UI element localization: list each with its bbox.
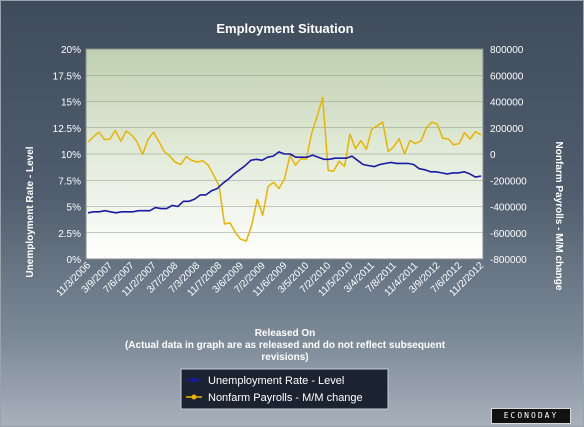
y-right-tick-label: 600000 bbox=[490, 71, 524, 82]
x-axis-label-note: (Actual data in graph are as released an… bbox=[125, 340, 446, 351]
legend-entry: Unemployment Rate - Level bbox=[208, 375, 344, 387]
legend-entry: Nonfarm Payrolls - M/M change bbox=[208, 392, 363, 404]
y-right-tick-label: 0 bbox=[490, 150, 496, 161]
y-right-tick-label: -800000 bbox=[490, 255, 527, 266]
legend-marker bbox=[191, 377, 197, 383]
x-axis-label-title: Released On bbox=[255, 328, 316, 339]
y-left-tick-label: 20% bbox=[61, 45, 81, 56]
legend-marker bbox=[191, 394, 197, 400]
y-axis-label-right: Nonfarm Payrolls - M/M change bbox=[553, 142, 564, 291]
y-left-tick-label: 17.5% bbox=[53, 71, 81, 82]
y-left-tick-label: 12.5% bbox=[53, 124, 81, 135]
y-axis-label-left: Unemployment Rate - Level bbox=[25, 146, 36, 277]
y-left-tick-label: 7.5% bbox=[58, 176, 81, 187]
y-left-tick-label: 5% bbox=[67, 203, 82, 214]
y-right-tick-label: 400000 bbox=[490, 98, 524, 109]
y-left-tick-label: 2.5% bbox=[58, 229, 81, 240]
y-left-tick-label: 0% bbox=[67, 255, 82, 266]
y-left-tick-label: 15% bbox=[61, 98, 81, 109]
x-axis-label-note-cont: revisions) bbox=[261, 352, 308, 363]
y-left-tick-label: 10% bbox=[61, 150, 81, 161]
legend: Unemployment Rate - Level Nonfarm Payroll… bbox=[180, 368, 389, 410]
y-right-tick-label: 200000 bbox=[490, 124, 524, 135]
legend-box bbox=[180, 368, 389, 410]
y-right-tick-label: -400000 bbox=[490, 203, 527, 214]
brand-logo: ECONODAY bbox=[491, 408, 571, 424]
y-right-tick-label: -200000 bbox=[490, 176, 527, 187]
x-axis-label: Released On(Actual data in graph are as … bbox=[125, 328, 446, 363]
chart-title: Employment Situation bbox=[216, 21, 353, 36]
y-right-tick-label: 800000 bbox=[490, 45, 524, 56]
unemployment-rate-line bbox=[87, 151, 482, 214]
y-right-tick-label: -600000 bbox=[490, 229, 527, 240]
nonfarm-payrolls-line bbox=[87, 96, 482, 242]
